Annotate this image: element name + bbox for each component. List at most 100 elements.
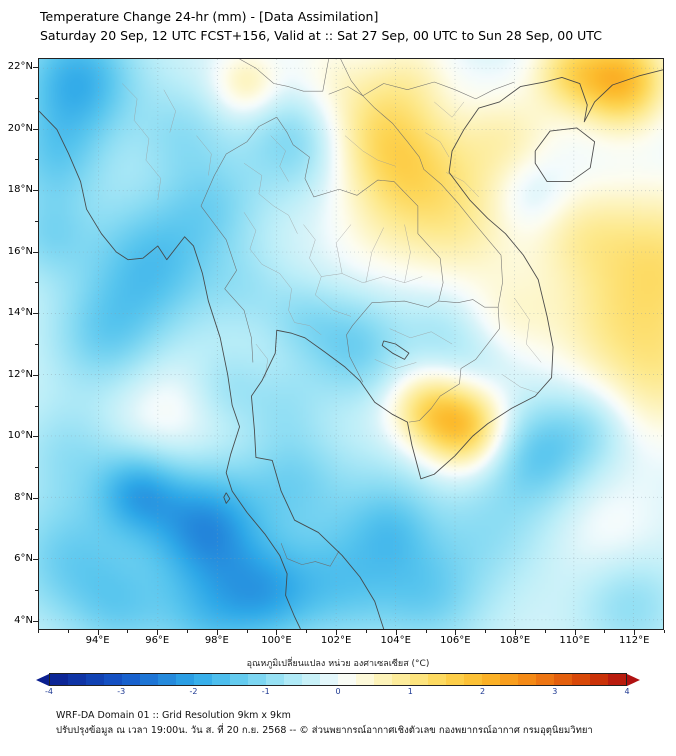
- x-axis-tick-label: 98°E: [204, 635, 229, 646]
- colorbar-tick-label: 0: [335, 687, 341, 696]
- x-axis-minor-tick: [67, 630, 69, 633]
- colorbar-tick-label: -1: [261, 687, 270, 696]
- colorbar-segment: [302, 674, 320, 685]
- x-axis-minor-tick: [604, 630, 606, 633]
- x-axis-tick-label: 106°E: [440, 635, 471, 646]
- x-axis-minor-tick: [246, 630, 248, 633]
- colorbar-tick-label: -2: [189, 687, 198, 696]
- colorbar-segment: [86, 674, 104, 685]
- y-axis-tick-label: 6°N: [14, 553, 33, 565]
- colorbar-segment: [410, 674, 428, 685]
- gridlines: [39, 59, 663, 629]
- header: Temperature Change 24-hr (mm) - [Data As…: [40, 8, 666, 46]
- colorbar-segment: [536, 674, 554, 685]
- x-axis-minor-tick: [485, 630, 487, 633]
- colorbar-segment: [140, 674, 158, 685]
- colorbar-tick-label: 1: [407, 687, 413, 696]
- colorbar-segment: [554, 674, 572, 685]
- colorbar-tick-label: -3: [117, 687, 126, 696]
- x-axis-minor-tick: [127, 630, 129, 633]
- x-axis-tick-label: 94°E: [85, 635, 110, 646]
- colorbar-tick-label: 3: [552, 687, 558, 696]
- colorbar-segment: [608, 674, 626, 685]
- x-axis-tick-label: 96°E: [145, 635, 170, 646]
- colorbar-segment: [338, 674, 356, 685]
- x-axis-tick: [157, 630, 159, 635]
- y-axis-tick-label: 4°N: [14, 614, 33, 626]
- x-axis-tick-label: 112°E: [618, 635, 650, 646]
- x-axis-minor-tick: [664, 630, 665, 633]
- colorbar-tick-label: 2: [479, 687, 486, 696]
- colorbar-segment: [320, 674, 338, 685]
- x-axis-minor-tick: [306, 630, 308, 633]
- x-axis-minor-tick: [425, 630, 427, 633]
- colorbar-segment: [590, 674, 608, 685]
- x-axis-tick: [514, 630, 516, 635]
- heatmap-canvas: [39, 59, 663, 629]
- x-axis-tick: [574, 630, 576, 635]
- colorbar-bar: [49, 673, 627, 686]
- x-axis-tick-label: 100°E: [261, 635, 292, 646]
- x-axis-tick-label: 104°E: [380, 635, 411, 646]
- colorbar-row: [36, 673, 640, 686]
- colorbar-segment: [392, 674, 410, 685]
- footer-agency-info: ปรับปรุงข้อมูล ณ เวลา 19:00น. วัน ส. ที่…: [56, 725, 593, 737]
- colorbar-segment: [518, 674, 536, 685]
- x-axis-minor-tick: [187, 630, 189, 633]
- x-axis-tick: [97, 630, 99, 635]
- y-axis-tick-label: 8°N: [14, 491, 33, 503]
- colorbar-segment: [158, 674, 176, 685]
- map-overlay-svg: [39, 59, 663, 629]
- page-subtitle: Saturday 20 Sep, 12 UTC FCST+156, Valid …: [40, 27, 602, 43]
- colorbar-left-arrow-icon: [36, 673, 49, 686]
- x-axis-minor-tick: [38, 630, 39, 633]
- colorbar-segment: [68, 674, 86, 685]
- colorbar-segment: [104, 674, 122, 685]
- colorbar-segment: [500, 674, 518, 685]
- x-axis-minor-tick: [365, 630, 367, 633]
- colorbar-tick-label: -4: [45, 687, 53, 696]
- colorbar-segment: [176, 674, 194, 685]
- colorbar: อุณหภูมิเปลี่ยนแปลง หน่วย องศาเซลเซียส (…: [36, 656, 640, 698]
- colorbar-segment: [266, 674, 284, 685]
- map-plot-area: [38, 58, 664, 630]
- province-boundaries: [122, 83, 542, 394]
- y-axis-tick-label: 22°N: [7, 61, 33, 73]
- colorbar-segment: [446, 674, 464, 685]
- colorbar-segment: [248, 674, 266, 685]
- colorbar-segment: [194, 674, 212, 685]
- y-axis-tick-label: 16°N: [7, 245, 33, 257]
- x-axis-tick: [395, 630, 397, 635]
- colorbar-segment: [230, 674, 248, 685]
- colorbar-title: อุณหภูมิเปลี่ยนแปลง หน่วย องศาเซลเซียส (…: [246, 659, 430, 669]
- colorbar-segment: [428, 674, 446, 685]
- y-axis-tick-label: 14°N: [7, 307, 33, 319]
- y-axis-tick-label: 10°N: [7, 430, 33, 442]
- colorbar-segment: [212, 674, 230, 685]
- colorbar-segment: [122, 674, 140, 685]
- x-axis-tick: [634, 630, 636, 635]
- footer: WRF-DA Domain 01 :: Grid Resolution 9km …: [56, 708, 668, 738]
- page-title: Temperature Change 24-hr (mm) - [Data As…: [40, 9, 379, 24]
- colorbar-ticks: -4 -3 -2 -1 0 1 2 3 4: [36, 687, 640, 698]
- colorbar-segment: [482, 674, 500, 685]
- x-axis-tick: [276, 630, 278, 635]
- y-axis-tick-label: 20°N: [7, 122, 33, 134]
- colorbar-right-arrow-icon: [627, 673, 640, 686]
- colorbar-segment: [374, 674, 392, 685]
- y-axis-tick-label: 18°N: [7, 184, 33, 196]
- colorbar-segment: [284, 674, 302, 685]
- colorbar-tick-label: 4: [624, 687, 630, 696]
- x-axis-tick: [455, 630, 457, 635]
- x-axis-tick: [336, 630, 338, 635]
- x-axis-tick: [216, 630, 218, 635]
- x-axis-tick-label: 108°E: [499, 635, 531, 646]
- x-axis-tick-label: 110°E: [559, 635, 590, 646]
- x-axis-minor-tick: [544, 630, 546, 633]
- x-axis-tick-label: 102°E: [320, 635, 352, 646]
- colorbar-segment: [464, 674, 482, 685]
- colorbar-segment: [572, 674, 590, 685]
- coastline: [39, 69, 663, 629]
- footer-domain-info: WRF-DA Domain 01 :: Grid Resolution 9km …: [56, 710, 291, 721]
